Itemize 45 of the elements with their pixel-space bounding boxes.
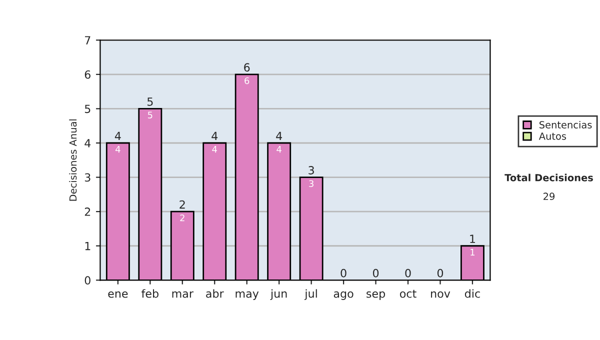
x-tick-label: feb [142,289,158,298]
total-label: 6 [244,63,250,72]
legend-label: Sentencias [540,120,592,128]
total-label: 3 [308,166,314,174]
x-tick-label: dic [464,289,480,298]
data-label: 6 [244,77,250,84]
x-tick-label: sep [366,291,386,300]
data-label: 4 [276,146,282,153]
y-tick-label: 6 [84,70,90,79]
x-tick-label: may [236,291,259,300]
data-label: 4 [115,146,120,153]
x-tick-label: jul [304,289,317,300]
total-label: 2 [180,200,185,209]
x-tick-label: jun [270,289,287,300]
y-tick-label: 4 [84,139,91,148]
total-label: 0 [437,268,444,278]
text: Total Decisiones [504,174,593,182]
data-label: 1 [470,248,475,256]
y-axis-title: Decisiones Anual [69,119,77,201]
x-tick-label: ago [334,291,354,300]
y-tick-label: 7 [85,36,90,44]
data-label: 4 [212,146,217,153]
x-tick-label: ene [108,291,128,298]
total-label: 0 [372,268,379,278]
y-tick-label: 3 [84,173,90,182]
data-label: 5 [148,112,152,118]
x-tick-label: nov [431,291,450,298]
text: 29 [544,192,554,200]
total-label: 4 [114,132,121,140]
total-label: 0 [340,268,346,278]
legend-label: Autos [538,132,566,140]
x-tick-label: mar [172,291,194,298]
y-tick-label: 1 [85,242,90,250]
y-tick-label: 0 [84,276,90,285]
total-label: 4 [212,132,218,140]
data-label: 3 [309,180,314,188]
total-label: 4 [276,132,282,140]
x-tick-label: abr [206,289,224,298]
total-label: 5 [147,98,153,106]
x-tick-label: oct [400,290,416,298]
data-label: 2 [180,214,184,222]
y-tick-label: 5 [84,104,90,114]
total-label: 1 [470,234,475,243]
total-label: 0 [405,268,411,278]
y-tick-label: 2 [84,208,90,216]
